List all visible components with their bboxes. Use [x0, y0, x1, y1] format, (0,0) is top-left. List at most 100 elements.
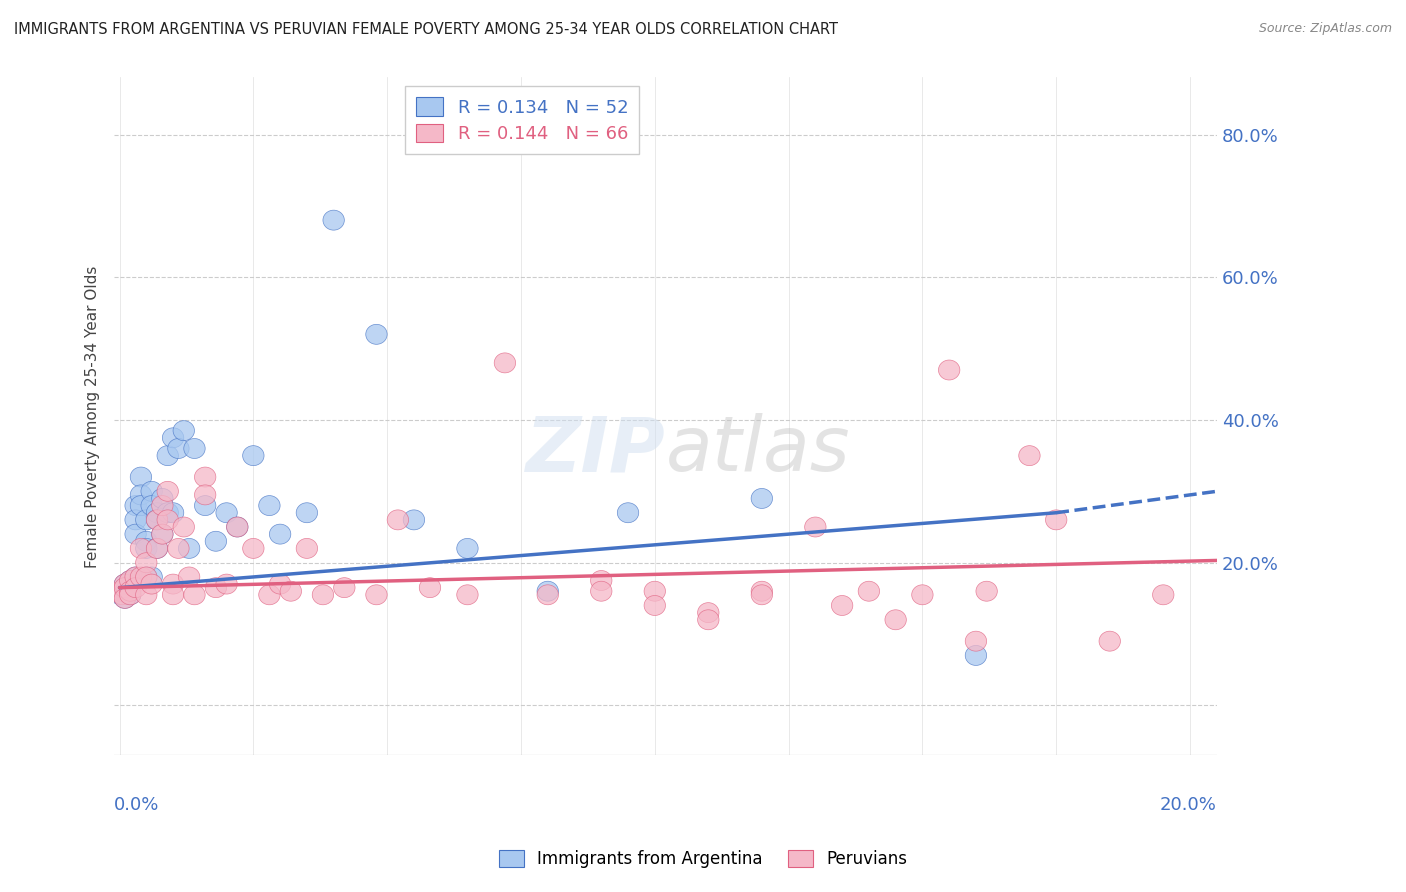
Ellipse shape	[120, 582, 141, 601]
Ellipse shape	[226, 517, 247, 537]
Ellipse shape	[141, 567, 162, 587]
Ellipse shape	[157, 482, 179, 501]
Ellipse shape	[173, 421, 194, 441]
Ellipse shape	[125, 524, 146, 544]
Ellipse shape	[270, 574, 291, 594]
Ellipse shape	[243, 446, 264, 466]
Ellipse shape	[280, 582, 301, 601]
Ellipse shape	[120, 582, 141, 601]
Ellipse shape	[131, 496, 152, 516]
Ellipse shape	[146, 510, 167, 530]
Ellipse shape	[194, 485, 217, 505]
Ellipse shape	[135, 585, 157, 605]
Ellipse shape	[125, 578, 146, 598]
Ellipse shape	[259, 585, 280, 605]
Ellipse shape	[114, 574, 135, 594]
Ellipse shape	[179, 539, 200, 558]
Ellipse shape	[152, 489, 173, 508]
Y-axis label: Female Poverty Among 25-34 Year Olds: Female Poverty Among 25-34 Year Olds	[86, 265, 100, 567]
Ellipse shape	[831, 596, 853, 615]
Ellipse shape	[120, 571, 141, 591]
Ellipse shape	[259, 496, 280, 516]
Ellipse shape	[617, 503, 638, 523]
Ellipse shape	[366, 585, 387, 605]
Ellipse shape	[179, 567, 200, 587]
Text: atlas: atlas	[665, 413, 851, 487]
Ellipse shape	[111, 582, 134, 601]
Ellipse shape	[146, 503, 167, 523]
Ellipse shape	[537, 585, 558, 605]
Ellipse shape	[457, 539, 478, 558]
Text: 0.0%: 0.0%	[114, 796, 159, 814]
Ellipse shape	[152, 524, 173, 544]
Ellipse shape	[387, 510, 409, 530]
Ellipse shape	[114, 578, 135, 598]
Ellipse shape	[751, 582, 772, 601]
Ellipse shape	[120, 571, 141, 591]
Ellipse shape	[591, 571, 612, 591]
Ellipse shape	[152, 524, 173, 544]
Ellipse shape	[217, 574, 238, 594]
Ellipse shape	[125, 567, 146, 587]
Ellipse shape	[751, 585, 772, 605]
Ellipse shape	[419, 578, 440, 598]
Ellipse shape	[297, 539, 318, 558]
Ellipse shape	[226, 517, 247, 537]
Ellipse shape	[146, 539, 167, 558]
Ellipse shape	[297, 503, 318, 523]
Ellipse shape	[111, 585, 134, 605]
Ellipse shape	[114, 589, 135, 608]
Ellipse shape	[135, 510, 157, 530]
Ellipse shape	[205, 578, 226, 598]
Ellipse shape	[1046, 510, 1067, 530]
Ellipse shape	[135, 567, 157, 587]
Ellipse shape	[1019, 446, 1040, 466]
Ellipse shape	[135, 553, 157, 573]
Ellipse shape	[131, 467, 152, 487]
Ellipse shape	[537, 582, 558, 601]
Ellipse shape	[495, 353, 516, 373]
Ellipse shape	[125, 567, 146, 587]
Ellipse shape	[135, 539, 157, 558]
Ellipse shape	[184, 585, 205, 605]
Ellipse shape	[323, 211, 344, 230]
Ellipse shape	[162, 503, 184, 523]
Ellipse shape	[114, 589, 135, 608]
Ellipse shape	[120, 578, 141, 598]
Text: IMMIGRANTS FROM ARGENTINA VS PERUVIAN FEMALE POVERTY AMONG 25-34 YEAR OLDS CORRE: IMMIGRANTS FROM ARGENTINA VS PERUVIAN FE…	[14, 22, 838, 37]
Ellipse shape	[162, 585, 184, 605]
Ellipse shape	[217, 503, 238, 523]
Ellipse shape	[938, 360, 960, 380]
Ellipse shape	[911, 585, 934, 605]
Ellipse shape	[146, 510, 167, 530]
Ellipse shape	[804, 517, 827, 537]
Ellipse shape	[157, 446, 179, 466]
Ellipse shape	[404, 510, 425, 530]
Legend: Immigrants from Argentina, Peruvians: Immigrants from Argentina, Peruvians	[492, 843, 914, 875]
Ellipse shape	[131, 539, 152, 558]
Ellipse shape	[173, 517, 194, 537]
Ellipse shape	[141, 496, 162, 516]
Ellipse shape	[966, 646, 987, 665]
Ellipse shape	[125, 510, 146, 530]
Ellipse shape	[131, 485, 152, 505]
Text: ZIP: ZIP	[526, 413, 665, 487]
Text: 20.0%: 20.0%	[1160, 796, 1216, 814]
Ellipse shape	[333, 578, 356, 598]
Ellipse shape	[751, 489, 772, 508]
Ellipse shape	[114, 574, 135, 594]
Ellipse shape	[697, 610, 718, 630]
Ellipse shape	[167, 439, 190, 458]
Ellipse shape	[162, 574, 184, 594]
Ellipse shape	[157, 503, 179, 523]
Ellipse shape	[976, 582, 997, 601]
Ellipse shape	[884, 610, 907, 630]
Ellipse shape	[312, 585, 333, 605]
Ellipse shape	[114, 578, 135, 598]
Ellipse shape	[131, 567, 152, 587]
Ellipse shape	[125, 496, 146, 516]
Ellipse shape	[1099, 632, 1121, 651]
Ellipse shape	[366, 325, 387, 344]
Ellipse shape	[194, 496, 217, 516]
Ellipse shape	[858, 582, 880, 601]
